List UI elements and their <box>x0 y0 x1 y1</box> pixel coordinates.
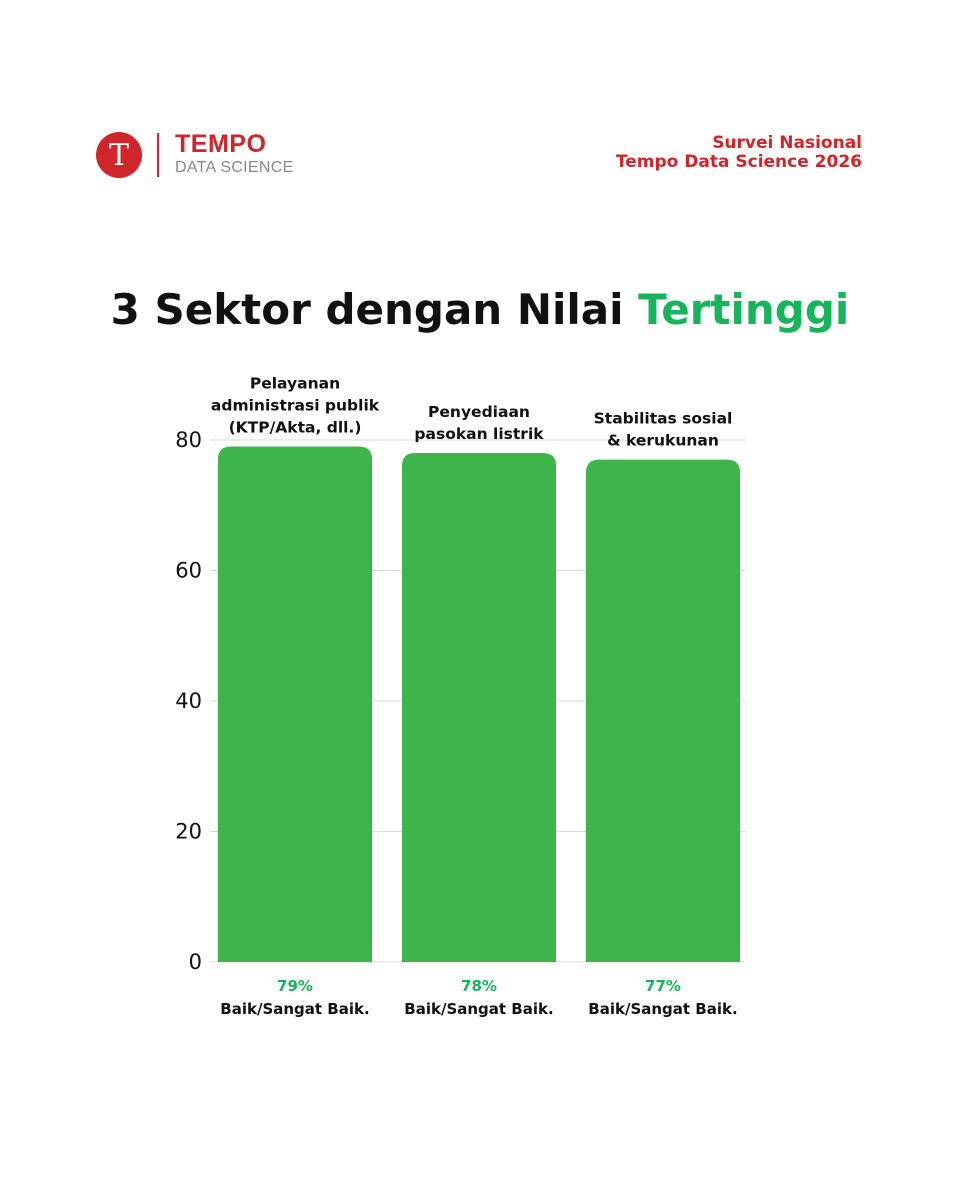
value-description: Baik/Sangat Baik. <box>404 1000 553 1018</box>
y-tick-label: 80 <box>175 428 202 452</box>
value-label: 79% <box>277 977 313 995</box>
bar <box>218 446 372 962</box>
y-tick-label: 60 <box>175 559 202 583</box>
tempo-logo-icon: T <box>96 132 142 178</box>
category-label: administrasi publik <box>211 397 380 415</box>
category-label: & kerukunan <box>607 432 719 450</box>
brand-name: TEMPO <box>175 130 267 158</box>
bar <box>402 453 556 962</box>
category-label: Penyediaan <box>428 403 530 421</box>
category-label: Stabilitas sosial <box>594 410 733 428</box>
value-description: Baik/Sangat Baik. <box>588 1000 737 1018</box>
chart-title-highlight: Tertinggi <box>638 285 850 334</box>
y-tick-label: 40 <box>175 689 202 713</box>
chart-title: 3 Sektor dengan Nilai Tertinggi <box>0 280 960 340</box>
category-label: pasokan listrik <box>414 425 544 443</box>
value-description: Baik/Sangat Baik. <box>220 1000 369 1018</box>
category-label: (KTP/Akta, dll.) <box>229 419 362 437</box>
chart-title-main: 3 Sektor dengan Nilai <box>110 285 639 334</box>
brand-subtitle: DATA SCIENCE <box>175 159 294 176</box>
survey-title-line1: Survei Nasional <box>712 133 862 153</box>
survey-title-line2: Tempo Data Science 2026 <box>615 152 862 172</box>
value-label: 78% <box>461 977 497 995</box>
category-label: Pelayanan <box>250 375 340 393</box>
y-tick-label: 0 <box>189 950 202 974</box>
value-label: 77% <box>645 977 681 995</box>
logo-divider <box>157 133 159 177</box>
y-tick-label: 20 <box>175 820 202 844</box>
bar <box>586 459 740 962</box>
